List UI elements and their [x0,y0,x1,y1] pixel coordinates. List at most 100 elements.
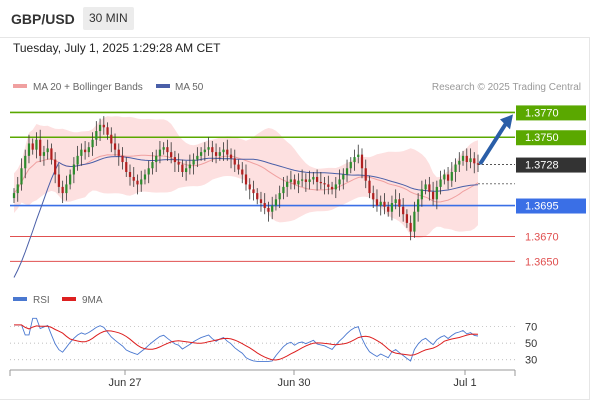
candle-body [405,214,409,223]
candle-body [166,147,169,153]
candle-body [226,149,229,155]
candle [229,148,233,169]
candle-body [274,199,278,206]
candle [65,175,68,201]
candle [267,201,270,222]
level-badge-1.3770 [516,105,586,121]
candle-body [162,147,165,150]
candle-body [222,149,225,153]
candle-body [315,176,319,182]
candle [72,157,75,184]
forecast-arrow-shaft [479,121,508,165]
candle [233,149,236,172]
candle [57,164,61,194]
candle [338,169,341,191]
candle [439,170,442,195]
candle-body [237,164,240,170]
candle [222,142,225,161]
candle [185,160,188,181]
candle-body [446,174,450,181]
candle [95,121,98,146]
legend-label-rsi-ma: 9MA [82,295,103,306]
candle [102,116,105,135]
candle-body [327,184,330,187]
candle [98,118,102,141]
candle-body [91,139,94,148]
candle [42,145,46,166]
candle-body [16,184,19,194]
candle-body [431,191,435,200]
rsi-tick-label: 50 [525,338,537,350]
candle-body [252,189,255,194]
candle-body [390,203,394,212]
candle [278,185,281,208]
candle [375,189,379,212]
candle [226,139,229,161]
level-label-1.3770: 1.3770 [525,107,559,119]
candle [312,172,315,185]
candle [289,170,293,190]
candle-body [50,148,53,160]
candle [237,159,240,175]
candle-body [334,184,337,190]
candle [360,148,364,179]
candle [140,170,143,192]
candle [218,147,221,161]
forecast-arrow [479,114,513,165]
candle-body [364,168,367,181]
candle-body [218,152,221,156]
candle-body [289,179,293,182]
candle-body [409,222,412,232]
candle-body [428,184,431,192]
candle-body [394,199,397,204]
candle-body [199,152,203,156]
candle [286,175,289,197]
candle-body [357,154,360,158]
candle [87,142,90,158]
candle-body [458,160,461,165]
timeframe-button[interactable]: 30 MIN [83,7,134,30]
candle [342,168,345,190]
candle [428,176,431,201]
candle [424,179,427,195]
candle-body [72,164,75,175]
candle [476,154,480,172]
candle-body [312,176,315,180]
candle [458,152,461,172]
candle-body [151,162,154,169]
candle-body [42,152,46,156]
candle [39,129,42,163]
candle [54,152,57,184]
candle [177,153,180,172]
candle [364,159,367,189]
x-tick-label: Jun 30 [277,377,310,389]
legend-label-rsi: RSI [33,295,50,306]
candle [327,175,330,195]
candle [461,150,465,166]
candle-body [308,179,311,182]
candle-body [398,199,401,207]
candle [27,134,31,164]
candle-body [31,143,34,150]
candle [61,180,64,204]
candle-body [214,152,218,156]
candle-body [413,211,416,232]
candle-body [259,199,263,204]
moving-averages [13,154,479,278]
candle-body [353,157,356,163]
candle [402,198,405,222]
candle-body [211,147,214,153]
candle [357,144,360,164]
candle-body [271,205,274,212]
candle-body [293,179,296,185]
candle [132,167,135,187]
instrument-name: GBP/USD [11,11,75,27]
candle [162,142,165,155]
candle-body [185,168,188,172]
candle-body [454,164,457,172]
candle-body [435,186,438,200]
ma50-line [13,155,479,278]
candle-body [465,155,468,163]
candle [121,147,124,170]
candle [24,149,27,179]
